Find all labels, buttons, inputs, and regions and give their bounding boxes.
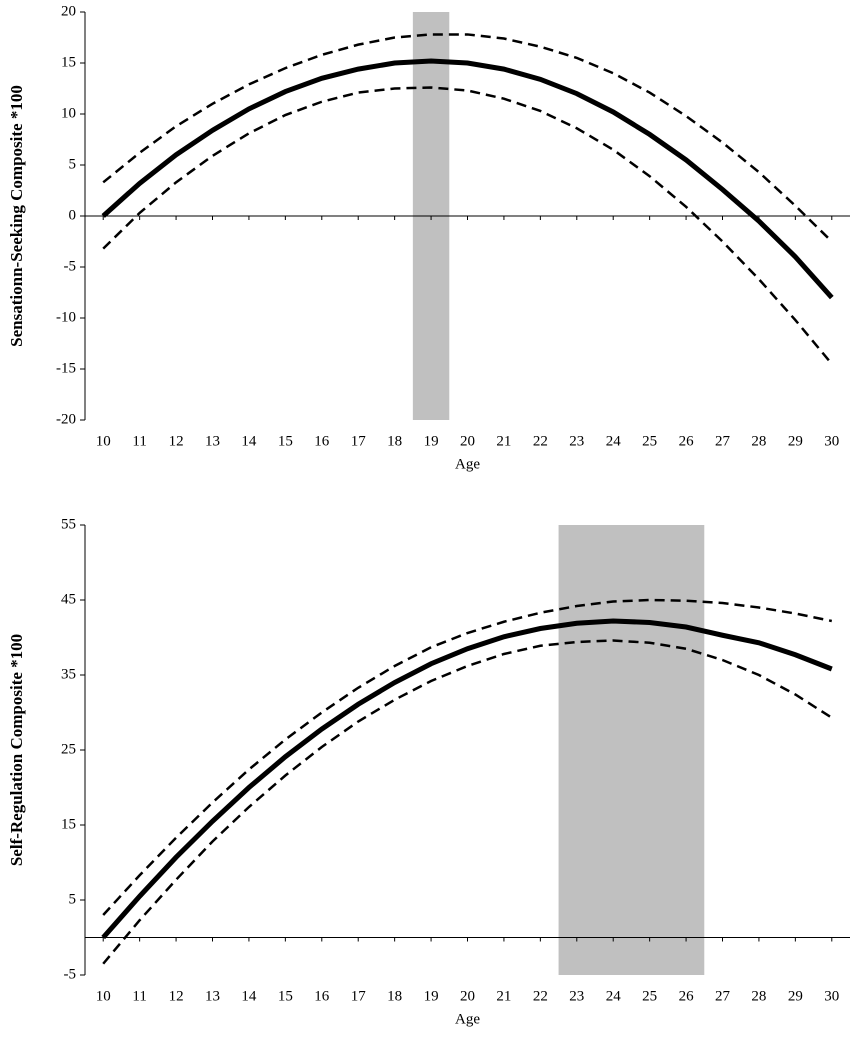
x-tick-label: 26: [679, 988, 695, 1004]
x-tick-label: 25: [642, 988, 657, 1004]
x-tick-label: 19: [424, 988, 439, 1004]
x-tick-label: 13: [205, 988, 220, 1004]
x-tick-label: 30: [824, 988, 839, 1004]
y-axis-label: Sensationn-Seeking Composite *100: [7, 85, 26, 347]
x-tick-label: 27: [715, 988, 731, 1004]
y-tick-label: 15: [61, 54, 76, 70]
x-tick-label: 19: [424, 433, 439, 449]
y-tick-label: 5: [69, 156, 77, 172]
y-tick-label: -15: [56, 360, 76, 376]
x-tick-label: 18: [387, 433, 402, 449]
x-tick-label: 28: [751, 433, 766, 449]
x-tick-label: 24: [606, 988, 622, 1004]
x-tick-label: 12: [169, 988, 184, 1004]
x-tick-label: 13: [205, 433, 220, 449]
x-tick-label: 10: [96, 988, 111, 1004]
y-tick-label: 55: [61, 516, 76, 532]
x-tick-label: 20: [460, 433, 475, 449]
x-tick-label: 23: [569, 988, 584, 1004]
x-tick-label: 21: [496, 988, 511, 1004]
x-tick-label: 17: [351, 433, 367, 449]
series-line: [102, 639, 833, 965]
x-tick-label: 29: [788, 433, 803, 449]
x-tick-label: 16: [314, 988, 330, 1004]
shaded-band: [558, 525, 705, 975]
x-tick-label: 15: [278, 433, 293, 449]
x-tick-label: 11: [132, 988, 146, 1004]
y-tick-label: -5: [64, 258, 77, 274]
series-line: [102, 86, 833, 365]
x-tick-label: 14: [241, 433, 257, 449]
x-tick-label: 28: [751, 988, 766, 1004]
series-line: [101, 618, 833, 940]
x-tick-label: 10: [96, 433, 111, 449]
x-tick-label: 24: [606, 433, 622, 449]
x-tick-label: 25: [642, 433, 657, 449]
y-tick-label: 20: [61, 3, 76, 19]
y-tick-label: 45: [61, 591, 76, 607]
x-tick-label: 20: [460, 988, 475, 1004]
x-axis-label: Age: [455, 1011, 480, 1027]
x-tick-label: 16: [314, 433, 330, 449]
x-tick-label: 18: [387, 988, 402, 1004]
series-line: [101, 58, 834, 300]
y-tick-label: 5: [69, 891, 77, 907]
y-tick-label: -20: [56, 411, 76, 427]
x-tick-label: 29: [788, 988, 803, 1004]
series-line: [102, 598, 833, 916]
y-tick-label: 10: [61, 105, 76, 121]
x-tick-label: 22: [533, 433, 548, 449]
x-tick-label: 17: [351, 988, 367, 1004]
x-axis-label: Age: [455, 456, 480, 472]
x-tick-label: 27: [715, 433, 731, 449]
x-tick-label: 21: [496, 433, 511, 449]
x-tick-label: 22: [533, 988, 548, 1004]
y-tick-label: -5: [64, 966, 77, 982]
y-tick-label: 15: [61, 816, 76, 832]
x-tick-label: 23: [569, 433, 584, 449]
x-tick-label: 14: [241, 988, 257, 1004]
series-line: [102, 33, 833, 243]
x-tick-label: 11: [132, 433, 146, 449]
y-tick-label: 25: [61, 741, 76, 757]
x-tick-label: 26: [679, 433, 695, 449]
y-tick-label: 35: [61, 666, 76, 682]
y-tick-label: 0: [69, 207, 77, 223]
y-tick-label: -10: [56, 309, 76, 325]
x-tick-label: 30: [824, 433, 839, 449]
y-axis-label: Self-Regulation Composite *100: [7, 634, 26, 866]
x-tick-label: 15: [278, 988, 293, 1004]
x-tick-label: 12: [169, 433, 184, 449]
